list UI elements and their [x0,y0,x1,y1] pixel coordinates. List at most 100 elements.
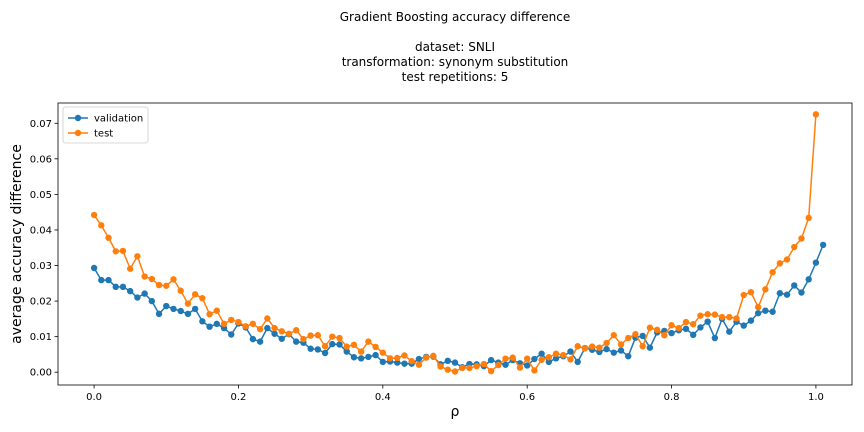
data-point-validation [798,289,805,296]
data-point-validation [177,307,184,315]
data-point-test [791,243,798,251]
data-point-validation [791,282,798,289]
data-point-test [762,286,769,293]
data-point-test [278,328,285,335]
y-tick-label: 0.01 [30,332,52,343]
data-point-test [430,352,437,360]
data-point-validation [545,358,553,366]
y-axis: 0.00 0.01 0.02 0.03 0.04 0.05 0.06 0.07 [30,119,58,379]
data-point-test [314,332,322,339]
data-point-test [379,349,387,356]
data-point-validation [401,360,408,367]
data-point-validation [372,351,379,359]
data-point-test [256,325,264,333]
data-point-test [682,318,690,326]
data-point-test [235,318,242,326]
data-point-validation [321,349,329,357]
data-point-test [264,315,271,322]
data-point-test [798,235,805,242]
title-line: test repetitions: 5 [402,70,509,84]
data-point-test [206,311,213,318]
data-point-test [567,356,574,363]
data-point-test [343,343,350,350]
data-point-validation [552,355,560,362]
data-point-test [502,355,509,362]
x-tick-label: 0.6 [519,392,535,403]
data-point-validation [357,355,365,362]
data-point-test [126,265,134,272]
data-point-validation [98,276,105,284]
data-point-validation [754,309,762,317]
data-point-validation [726,328,733,335]
data-point-validation [112,283,119,291]
y-tick-label: 0.07 [30,119,52,130]
data-point-test [617,341,625,348]
data-point-validation [336,341,343,348]
data-point-validation [747,317,755,324]
data-point-test [783,256,791,263]
data-point-validation [350,354,358,361]
data-point-test [754,303,762,311]
data-point-validation [812,259,820,266]
data-point-test [98,222,105,229]
data-point-test [155,281,163,289]
data-point-validation [278,335,285,342]
data-point-validation [740,322,747,329]
data-point-validation [502,361,509,368]
data-point-validation [163,302,170,310]
data-point-test [769,269,776,276]
data-point-test [588,343,596,350]
data-point-validation [704,318,711,325]
x-axis-label: ρ [451,404,460,420]
legend-marker-test [74,129,82,137]
data-point-validation [531,355,538,363]
legend-box [62,106,149,144]
data-point-test [112,248,119,255]
data-point-test [184,300,192,307]
data-point-validation [314,346,322,353]
data-point-test [466,364,473,372]
data-point-test [805,214,812,222]
data-point-validation [668,329,675,337]
data-point-test [473,362,480,370]
data-point-test [495,361,502,369]
data-point-test [711,311,719,318]
data-point-validation [617,347,625,354]
y-tick-label: 0.00 [30,368,52,379]
data-point-test [141,273,148,280]
data-point-test [191,291,199,298]
data-point-test [105,234,112,241]
data-point-test [451,368,459,375]
y-tick-label: 0.02 [30,297,52,308]
data-point-test [170,276,177,283]
data-point-test [545,354,553,361]
data-point-validation [682,325,690,333]
data-point-validation [119,283,127,291]
y-tick-label: 0.05 [30,190,52,201]
data-point-test [199,295,206,302]
data-point-validation [199,318,206,325]
data-point-validation [451,359,459,366]
data-point-validation [184,310,192,318]
x-tick-label: 1.0 [808,392,824,403]
data-point-test [422,354,430,361]
data-point-test [610,332,617,339]
x-tick-label: 0.2 [231,392,247,403]
data-point-validation [105,276,112,284]
data-point-test [386,355,394,362]
x-tick-label: 0.8 [664,392,680,403]
data-point-test [401,352,408,359]
data-point-validation [769,308,776,315]
data-point-test [675,324,682,332]
data-point-test [394,354,401,362]
data-point-test [690,320,697,328]
data-point-test [415,361,423,368]
data-point-test [365,338,372,345]
y-tick-label: 0.06 [30,154,52,165]
data-point-test [437,363,444,370]
data-point-validation [126,287,134,295]
data-point-test [271,324,278,332]
data-point-validation [610,349,617,356]
data-point-validation [697,324,704,331]
data-point-validation [213,320,220,328]
